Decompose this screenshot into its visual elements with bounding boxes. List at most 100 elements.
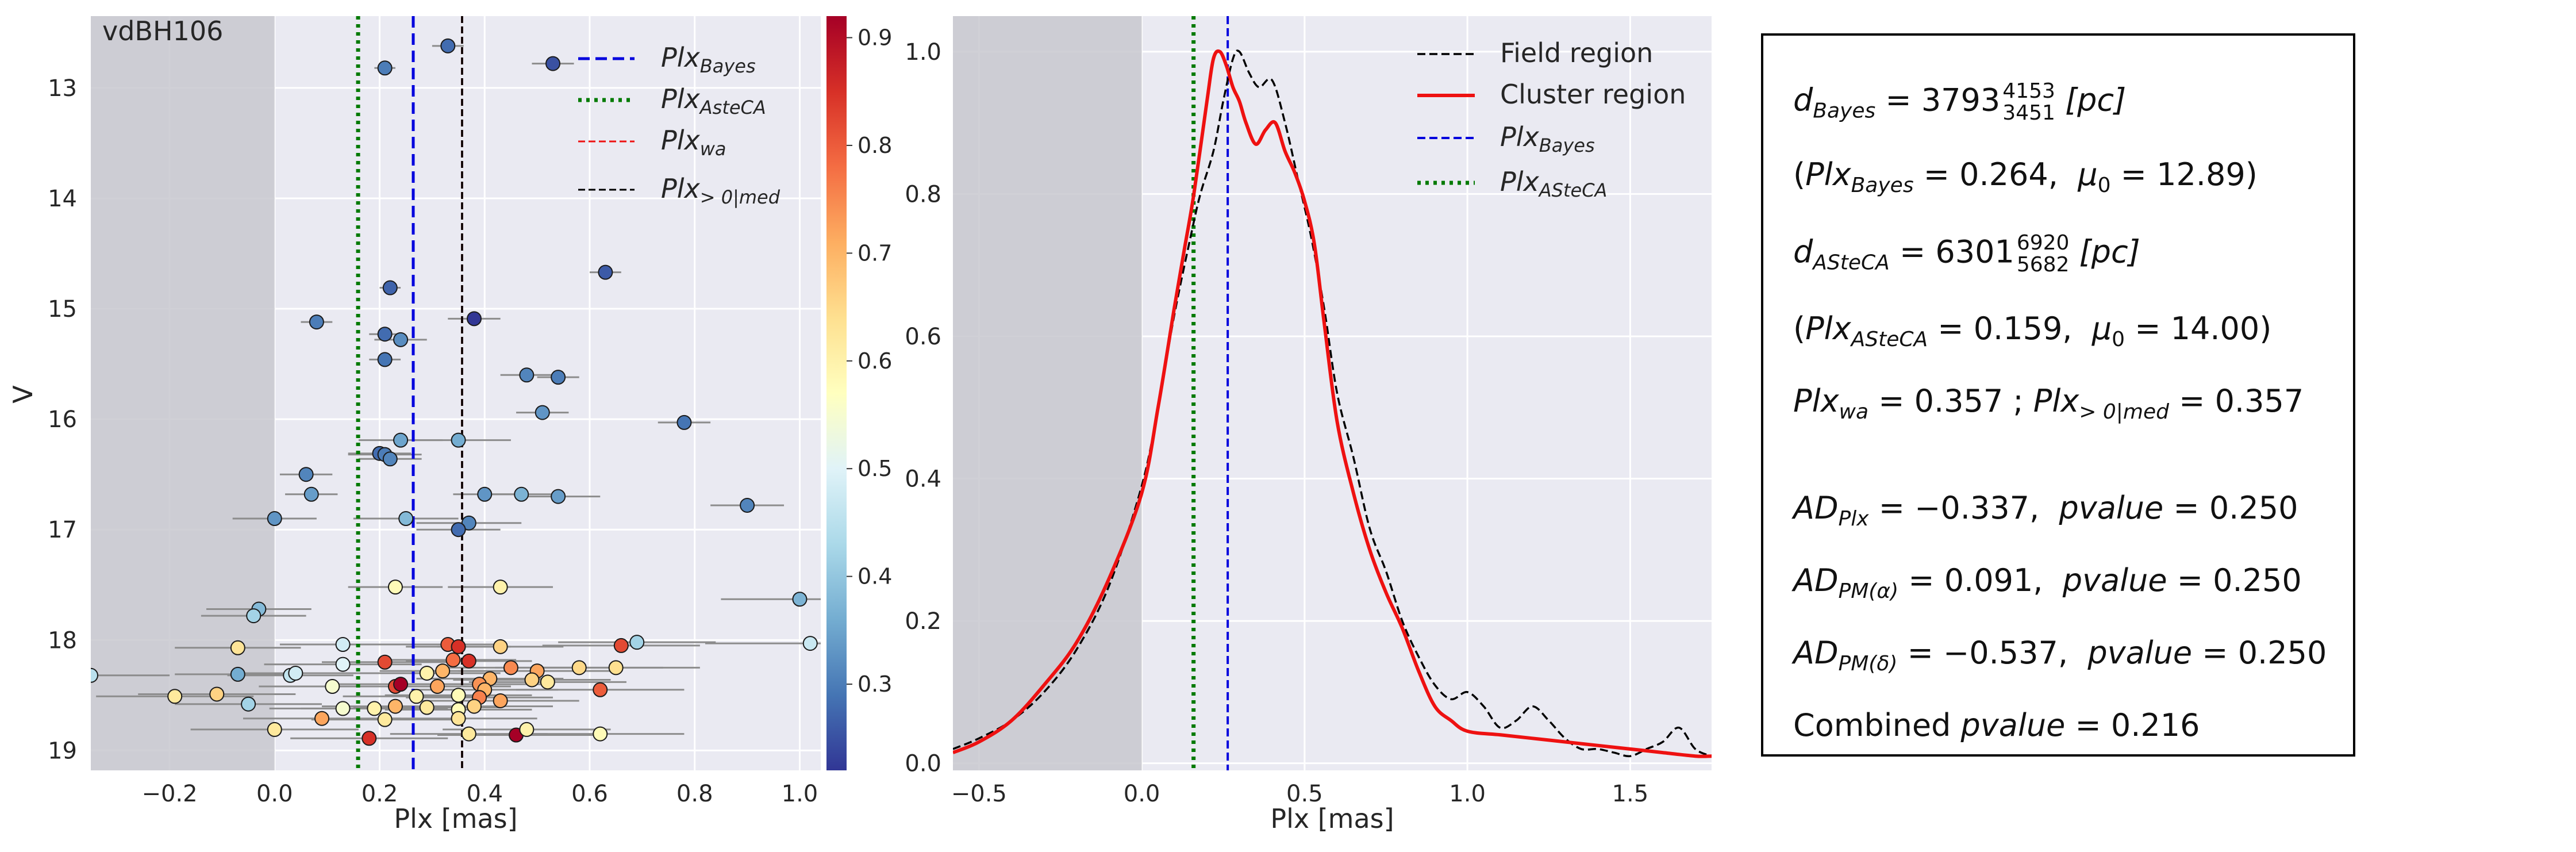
legend-label-plx-bayes-kde: PlxBayes [1500,121,1595,156]
legend-label-cluster-region: Cluster region [1500,79,1686,110]
scatter-y-ticks: 13 14 15 16 17 18 19 [48,75,77,765]
scatter-point [551,370,566,385]
scatter-point [377,327,393,342]
scatter-point [377,712,393,727]
scatter-point [451,639,466,654]
x-tick-label: 0.2 [362,781,398,807]
kde-series [953,49,1712,758]
scatter-point [593,726,608,742]
scatter-point [393,332,409,347]
legend-label-plx-med: Plx> 0|med [661,173,781,208]
kde-shaded-region [953,16,1142,770]
colorbar-tick-label: 0.5 [858,456,892,481]
ad-pmd-line: ADPM(δ) = −0.537, pvalue = 0.250 [1793,635,2327,676]
ad-plx-line: ADPlx = −0.337, pvalue = 0.250 [1793,490,2298,531]
scatter-point [382,451,398,467]
x-tick-label: 0.8 [676,781,713,807]
scatter-point [288,665,303,681]
scatter-point [325,679,340,694]
y-tick-label: 1.0 [905,39,941,66]
scatter-point [209,686,225,702]
scatter-point [303,486,319,502]
scatter-point [393,677,409,692]
scatter-y-label: V [7,385,39,404]
scatter-point [613,638,629,653]
scatter-point [461,726,476,742]
scatter-point [598,264,613,280]
scatter-point [545,56,561,71]
y-tick-label: 17 [48,517,77,543]
ad-pma-line: ADPM(α) = 0.091, pvalue = 0.250 [1793,562,2302,603]
scatter-point [519,367,535,383]
scatter-point [451,688,466,703]
scatter-legend: PlxBayes PlxAsteCA Plxwa Plx> 0|med [578,42,781,208]
scatter-x-ticks: −0.2 0.0 0.2 0.4 0.6 0.8 1.0 [141,781,818,807]
x-tick-label: 1.0 [1449,781,1486,807]
colorbar: 0.3 0.4 0.5 0.6 0.7 0.8 0.9 [826,16,892,770]
x-tick-label: 0.4 [466,781,503,807]
scatter-point [335,637,351,653]
scatter-point [519,721,535,737]
scatter-point [451,432,466,448]
x-tick-label: 1.0 [782,781,818,807]
x-tick-label: −0.2 [141,781,197,807]
scatter-point [802,636,818,651]
kde-x-label: Plx [mas] [1270,803,1394,834]
scatter-point [435,663,451,679]
scatter-point [540,674,555,690]
scatter-point [740,497,755,513]
y-tick-label: 19 [48,738,77,764]
y-tick-label: 0.8 [905,181,941,208]
scatter-panel: −0.2 0.0 0.2 0.4 0.6 0.8 1.0 13 14 15 16 17 18 19 vd… [7,16,821,834]
scatter-point [419,665,435,681]
legend-label-plx-asteca: PlxAsteCA [661,83,766,118]
scatter-point [267,511,282,527]
scatter-point [593,682,608,697]
colorbar-tick-label: 0.9 [858,25,892,50]
plx-wa-med-line: Plxwa = 0.357 ; Plx> 0|med = 0.357 [1793,383,2304,424]
legend-label-field-region: Field region [1500,37,1653,68]
x-tick-label: 0.0 [256,781,293,807]
scatter-point [230,640,245,655]
legend-label-plx-bayes: PlxBayes [661,42,756,77]
scatter-point [477,486,493,502]
series-line-cluster-region [953,49,1712,758]
scatter-point [335,657,351,672]
scatter-point [676,415,692,430]
scatter-point [241,696,256,712]
scatter-shaded-region [91,16,275,770]
y-tick-label: 14 [48,186,77,212]
scatter-point [451,711,466,726]
colorbar-tick-label: 0.7 [858,240,892,266]
scatter-point [493,639,508,654]
scatter-point [335,701,351,716]
kde-panel: −0.5 0.0 0.5 1.0 1.5 0.0 0.2 0.4 0.6 0.8 1.0 Plx … [905,16,1712,834]
scatter-annotation: vdBH106 [102,16,223,47]
x-tick-label: −0.5 [951,781,1007,807]
colorbar-tick-label: 0.3 [858,671,892,697]
y-tick-label: 15 [48,296,77,323]
scatter-point [387,699,403,714]
scatter-point [367,701,382,716]
y-tick-label: 0.0 [905,751,941,777]
d-asteca-line: dASteCA = 6301 6920 5682 [pc] [1793,231,2140,277]
colorbar-gradient [826,16,847,770]
scatter-point [91,667,98,683]
scatter-point [451,522,466,538]
scatter-point [466,699,482,714]
y-tick-label: 16 [48,406,77,433]
scatter-point [298,467,314,482]
y-tick-label: 0.2 [905,608,941,635]
scatter-points [91,38,818,746]
kde-y-ticks: 0.0 0.2 0.4 0.6 0.8 1.0 [905,39,941,777]
results-textbox: dBayes = 3793 4153 3451 [pc] (PlxBayes = 0… [1761,33,2355,757]
scatter-point [362,731,377,746]
scatter-point [377,654,393,670]
scatter-point [267,721,282,737]
scatter-point [167,689,183,704]
scatter-point [792,592,808,607]
scatter-point [445,652,461,667]
x-tick-label: 1.5 [1612,781,1649,807]
plx-asteca-line: (PlxASteCA = 0.159, μ0 = 14.00) [1793,310,2272,351]
